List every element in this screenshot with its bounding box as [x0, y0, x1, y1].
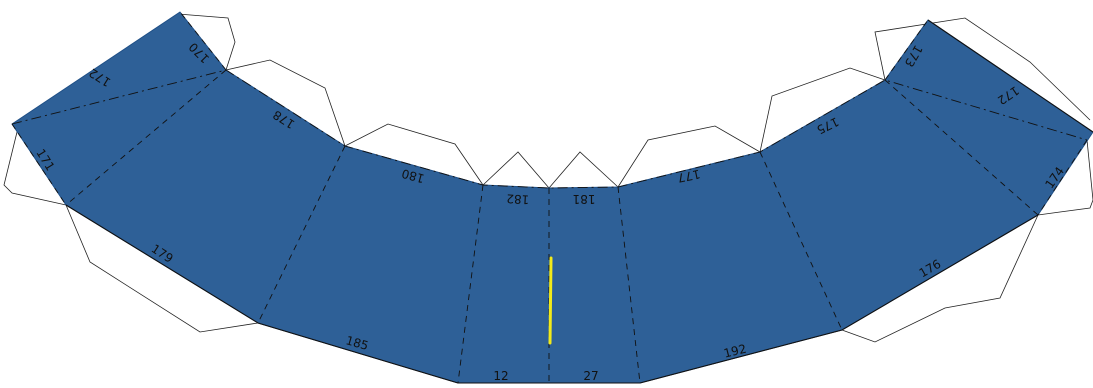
flap-outline-far-left [3, 127, 67, 206]
bottom-edge [65, 204, 1039, 384]
top-fold-line [11, 69, 1088, 189]
fold-line [1037, 139, 1088, 216]
flap-outline-top-right [874, 17, 1091, 121]
fold-line [457, 184, 484, 384]
edge-labels: 170 172 171 178 179 180 182 181 177 185 … [33, 40, 1067, 383]
flap-outlines [3, 13, 1093, 343]
edge-label-27: 27 [583, 369, 598, 383]
net-panel [11, 11, 1093, 384]
flap-outline-inner-left [344, 123, 484, 186]
yellow-marker-line [548, 256, 553, 345]
fold-line [884, 79, 1039, 216]
flap-outline-far-right [1037, 139, 1093, 216]
edge-label-12: 12 [493, 369, 508, 383]
edge-label-180: 180 [400, 166, 426, 185]
flap-outline-top-left [177, 13, 236, 71]
flap-outline-right-lower [841, 214, 1039, 343]
fold-line [65, 69, 227, 206]
flap-outline-upper-left [225, 59, 346, 147]
top-right-edge [927, 19, 1093, 133]
edge-label-181: 181 [573, 192, 596, 206]
fold-line [884, 19, 929, 81]
edge-label-185: 185 [344, 333, 370, 353]
flap-outline-center-right [548, 151, 619, 189]
fold-line [179, 11, 227, 71]
flap-outline-upper-right [759, 67, 886, 153]
edge-label-192: 192 [722, 342, 748, 361]
edge-label-182: 182 [506, 191, 530, 206]
flap-outline-center-left [482, 151, 550, 189]
flap-outline-left-lower [65, 204, 259, 333]
flap-outline-inner-right [617, 125, 761, 188]
fold-lines [11, 11, 1088, 384]
edge-label-177: 177 [676, 167, 701, 185]
fold-line [11, 123, 67, 206]
